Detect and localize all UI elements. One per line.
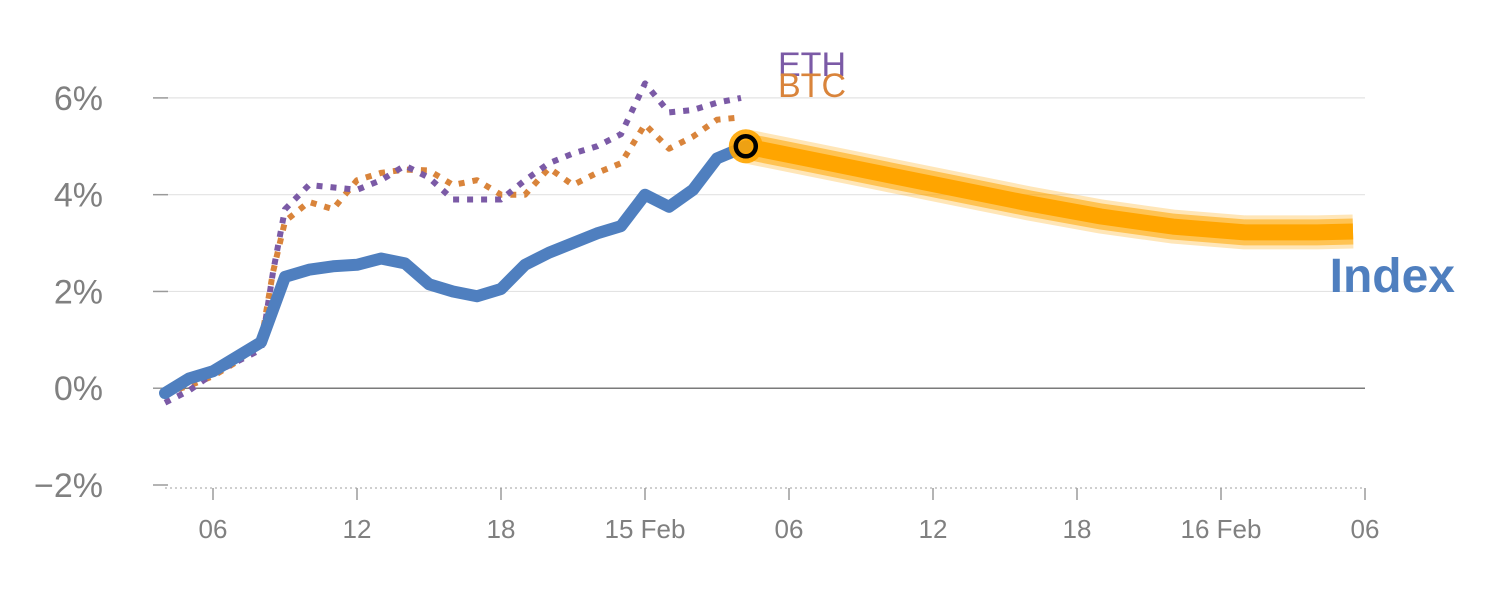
x-tick-label-0: 06 <box>199 514 228 544</box>
eth-label: ETH <box>778 46 846 84</box>
x-tick-label-6: 18 <box>1063 514 1092 544</box>
x-tick-label-1: 12 <box>343 514 372 544</box>
btc-line <box>164 114 742 396</box>
x-tick-label-8: 06 <box>1351 514 1380 544</box>
y-tick-label-1: 0% <box>54 370 103 408</box>
x-tick-label-4: 06 <box>775 514 804 544</box>
forecast-start-marker <box>728 129 763 164</box>
gridlines <box>165 97 1365 389</box>
index-line <box>159 140 752 400</box>
x-axis: 06 12 18 15 Feb 06 12 18 16 Feb 06 <box>165 487 1380 544</box>
btc-label: BTC <box>778 67 846 105</box>
y-tick-label-3: 4% <box>54 177 103 215</box>
marker-ring <box>733 134 759 159</box>
y-axis: −2% 0% 2% 4% 6% <box>34 80 168 505</box>
x-tick-label-5: 12 <box>919 514 948 544</box>
index-label: Index <box>1330 250 1456 303</box>
series-lines <box>159 80 1354 406</box>
y-tick-label-4: 6% <box>54 80 103 118</box>
x-tick-label-7: 16 Feb <box>1181 514 1262 544</box>
x-tick-label-2: 18 <box>487 514 516 544</box>
forecast-line <box>744 138 1354 241</box>
x-tick-label-3: 15 Feb <box>605 514 686 544</box>
y-tick-label-0: −2% <box>34 467 103 505</box>
y-tick-label-2: 2% <box>54 273 103 311</box>
